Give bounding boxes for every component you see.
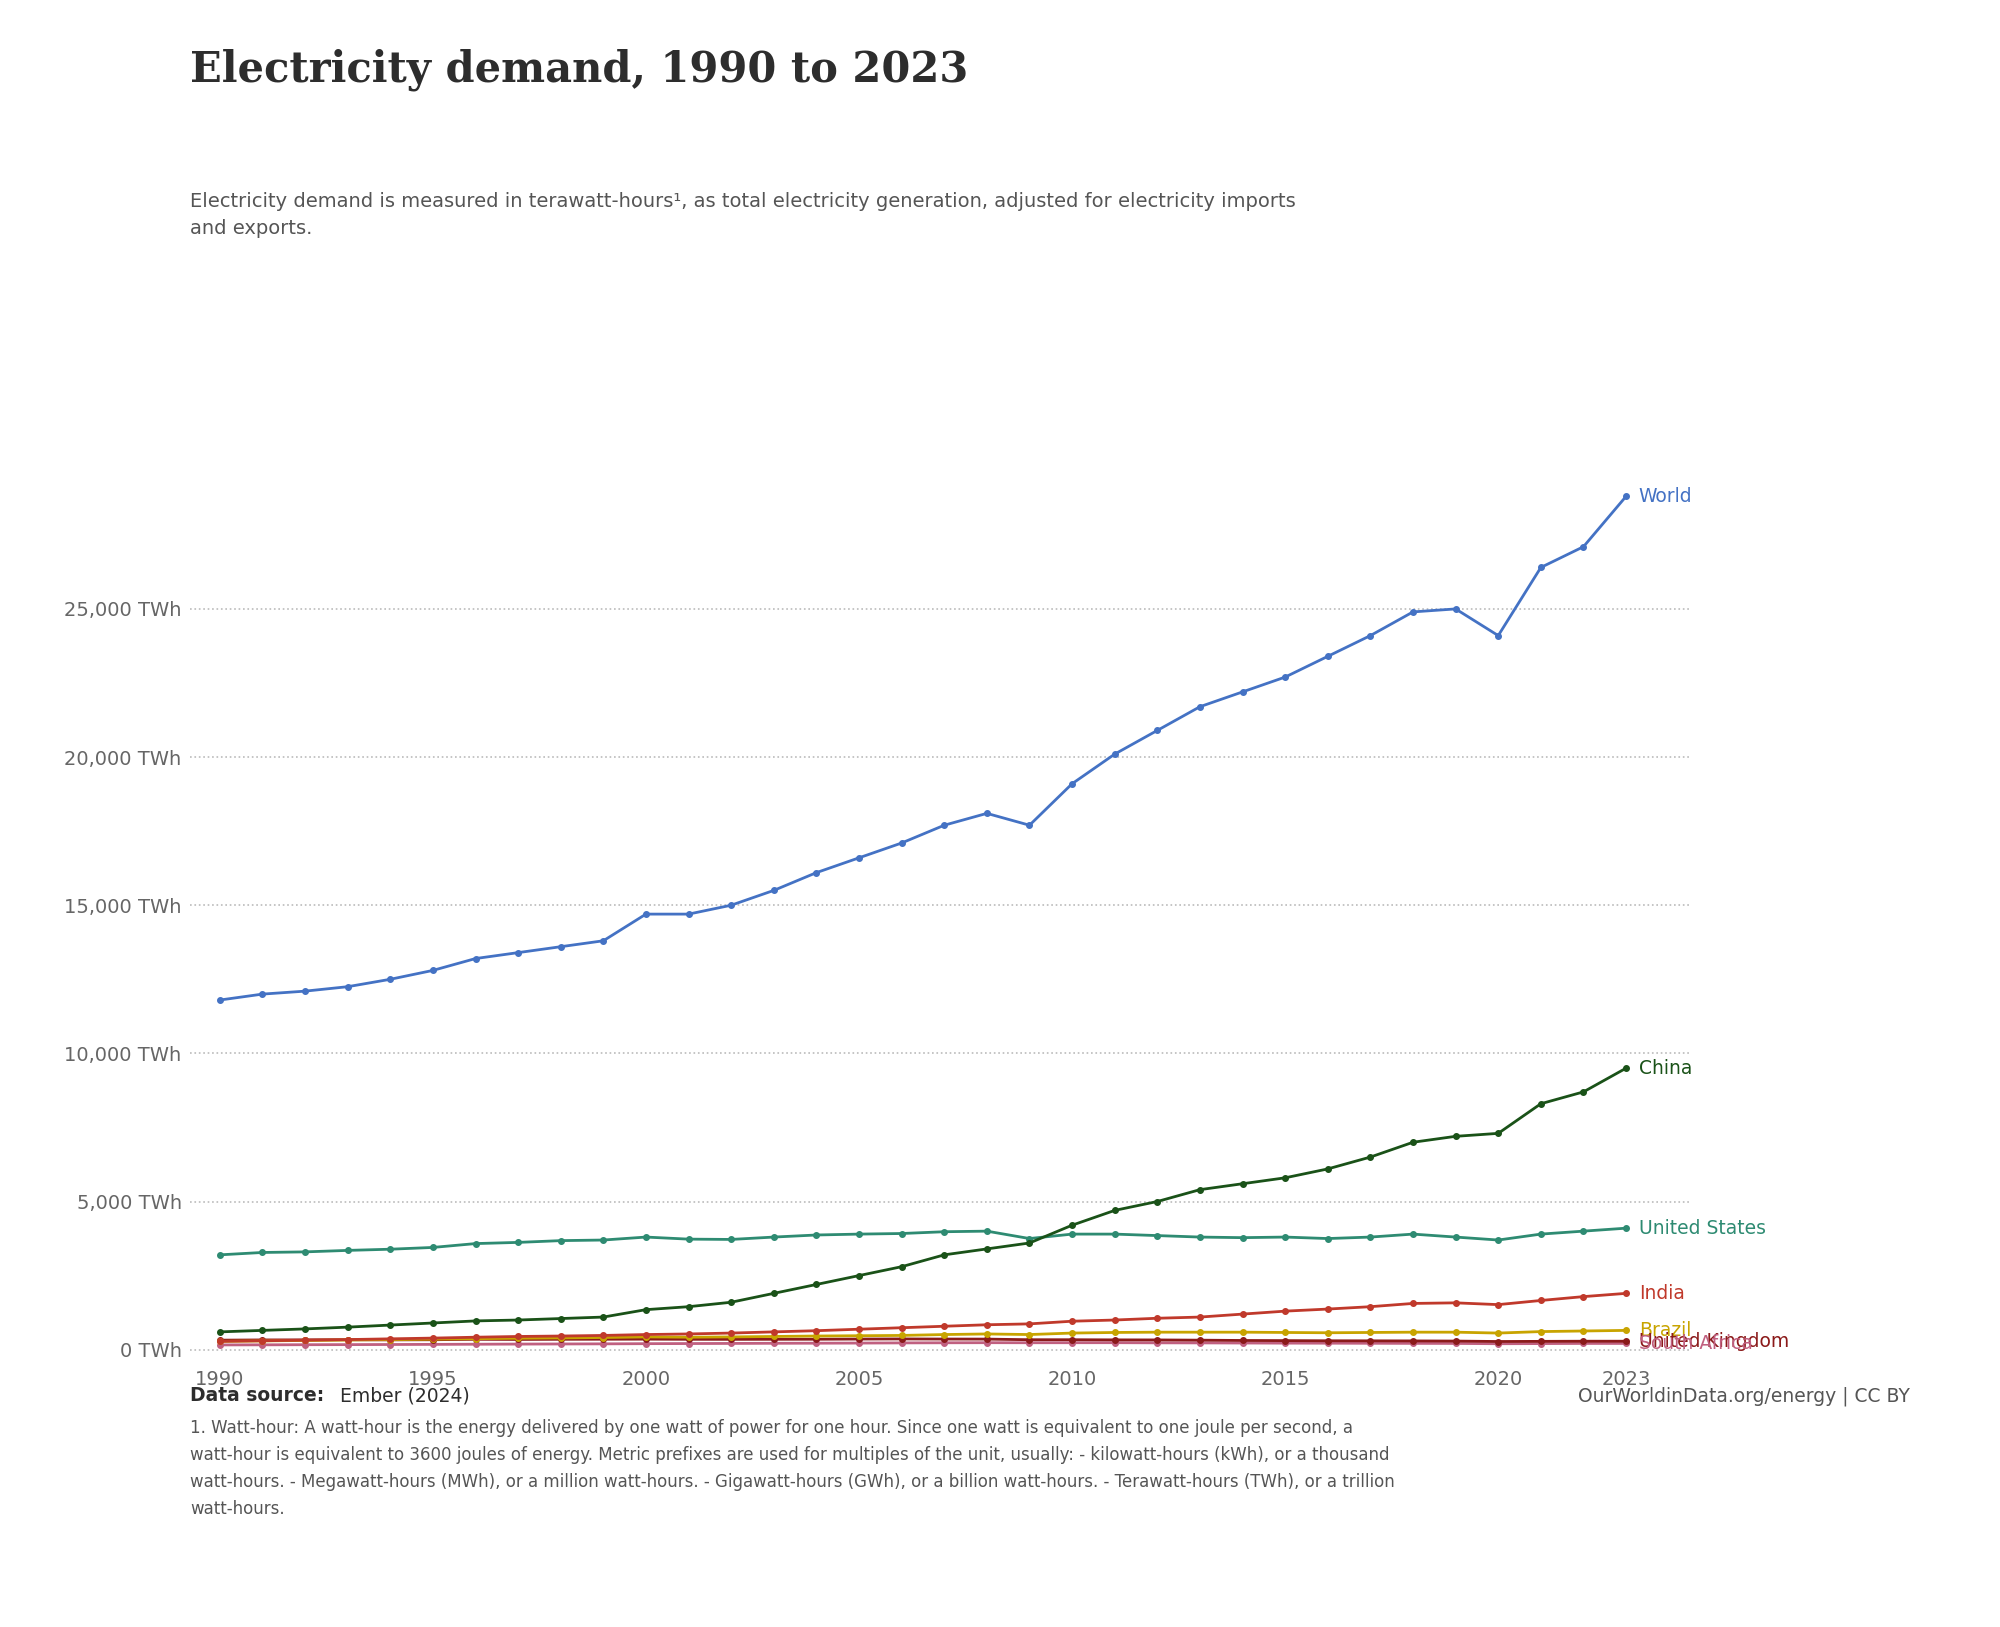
Text: World: World xyxy=(1638,486,1692,506)
Text: OurWorldinData.org/energy | CC BY: OurWorldinData.org/energy | CC BY xyxy=(1578,1386,1910,1406)
Text: South Africa: South Africa xyxy=(1638,1334,1752,1354)
Text: Our World: Our World xyxy=(1774,80,1894,99)
Text: United Kingdom: United Kingdom xyxy=(1638,1333,1790,1350)
Text: Electricity demand, 1990 to 2023: Electricity demand, 1990 to 2023 xyxy=(190,49,968,91)
Text: in Data: in Data xyxy=(1792,129,1876,148)
Text: Electricity demand is measured in terawatt-hours¹, as total electricity generati: Electricity demand is measured in terawa… xyxy=(190,192,1296,238)
Text: India: India xyxy=(1638,1284,1684,1303)
Text: 1. Watt-hour: A watt-hour is the energy delivered by one watt of power for one h: 1. Watt-hour: A watt-hour is the energy … xyxy=(190,1419,1394,1518)
Text: Ember (2024): Ember (2024) xyxy=(334,1386,470,1406)
Text: Brazil: Brazil xyxy=(1638,1321,1692,1341)
Text: China: China xyxy=(1638,1059,1692,1077)
Text: Data source:: Data source: xyxy=(190,1386,324,1406)
Text: United States: United States xyxy=(1638,1219,1766,1238)
